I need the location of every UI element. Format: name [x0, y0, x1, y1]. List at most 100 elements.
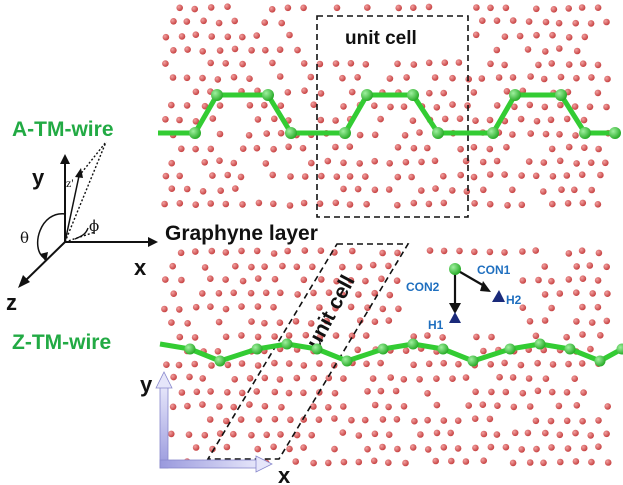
atom: [370, 457, 378, 465]
atom: [293, 374, 301, 382]
wire-atom: [377, 343, 389, 355]
atom: [238, 360, 246, 367]
atom: [496, 373, 503, 381]
atom: [385, 186, 393, 193]
atom: [271, 275, 279, 283]
atom: [486, 171, 494, 178]
atom: [400, 403, 408, 410]
atom: [524, 429, 532, 437]
atom: [386, 75, 394, 82]
atom: [318, 172, 325, 180]
atom: [578, 4, 586, 11]
atom: [271, 359, 278, 367]
atom: [199, 48, 206, 55]
atom: [563, 172, 571, 179]
atom: [563, 115, 571, 123]
atom: [285, 332, 293, 339]
atom: [362, 332, 370, 339]
atom: [247, 289, 255, 297]
atom: [527, 130, 534, 137]
atom: [395, 4, 403, 12]
atom: [534, 359, 541, 367]
atom: [276, 319, 284, 327]
atom: [473, 4, 480, 11]
atom: [254, 275, 262, 282]
atom: [248, 263, 255, 271]
atom: [325, 459, 332, 467]
atom: [410, 4, 417, 11]
a-tm-wire-label: A-TM-wire: [12, 118, 114, 141]
atom: [378, 275, 385, 283]
atom: [400, 376, 408, 383]
axes-2d: y x: [140, 371, 291, 485]
atom: [519, 389, 527, 397]
unit-cell-bottom-box: [206, 243, 410, 460]
atom: [571, 375, 578, 383]
atom: [299, 144, 307, 152]
atom: [540, 75, 548, 83]
atom: [207, 388, 214, 395]
atom: [495, 74, 503, 81]
atom: [231, 17, 238, 25]
atom: [594, 4, 602, 11]
atom: [549, 200, 556, 208]
atom: [448, 457, 455, 465]
atom: [192, 31, 200, 38]
wire-atom: [184, 343, 196, 355]
wire-atom: [616, 343, 623, 355]
atom: [346, 143, 354, 150]
con1-arrowhead: [480, 281, 491, 292]
atom: [248, 47, 255, 54]
atom: [163, 361, 170, 369]
atom: [222, 333, 230, 341]
atom: [201, 264, 209, 271]
atom: [471, 248, 478, 256]
atom: [377, 115, 384, 123]
atom: [339, 429, 347, 436]
atom: [184, 320, 191, 327]
atom: [394, 144, 402, 151]
atom: [185, 431, 193, 439]
atom: [238, 332, 245, 339]
atom: [162, 33, 170, 41]
atom: [317, 90, 325, 97]
atom: [533, 31, 540, 39]
atom: [603, 317, 611, 325]
atom: [410, 333, 418, 340]
atom: [230, 159, 238, 167]
atom: [186, 373, 193, 381]
atom: [178, 33, 186, 40]
atom: [177, 249, 185, 257]
atom: [339, 263, 346, 271]
atom: [595, 145, 602, 153]
atom: [573, 47, 581, 55]
atom: [271, 115, 278, 123]
contact-markers: CON1 CON2 H1 H2: [406, 263, 522, 332]
atom: [199, 188, 207, 195]
atom: [239, 201, 246, 208]
atom: [263, 431, 271, 439]
atom: [462, 374, 470, 381]
atom: [409, 444, 417, 451]
wire-atom: [609, 127, 621, 139]
atom: [339, 74, 346, 82]
atom: [479, 158, 487, 166]
atom: [594, 201, 602, 208]
atom: [417, 431, 424, 438]
atom: [261, 263, 268, 271]
atom: [563, 389, 571, 396]
axis3d-z-label: z: [6, 290, 17, 315]
atom: [449, 375, 456, 383]
atom: [385, 431, 393, 439]
atom: [402, 459, 409, 467]
atom: [176, 4, 183, 12]
atom: [169, 262, 176, 270]
atom: [586, 262, 594, 269]
atom: [432, 185, 439, 192]
atom: [534, 387, 542, 395]
atom: [310, 403, 317, 410]
atom: [207, 200, 214, 207]
atom: [386, 160, 394, 167]
atom: [310, 101, 318, 108]
atom: [426, 89, 433, 97]
